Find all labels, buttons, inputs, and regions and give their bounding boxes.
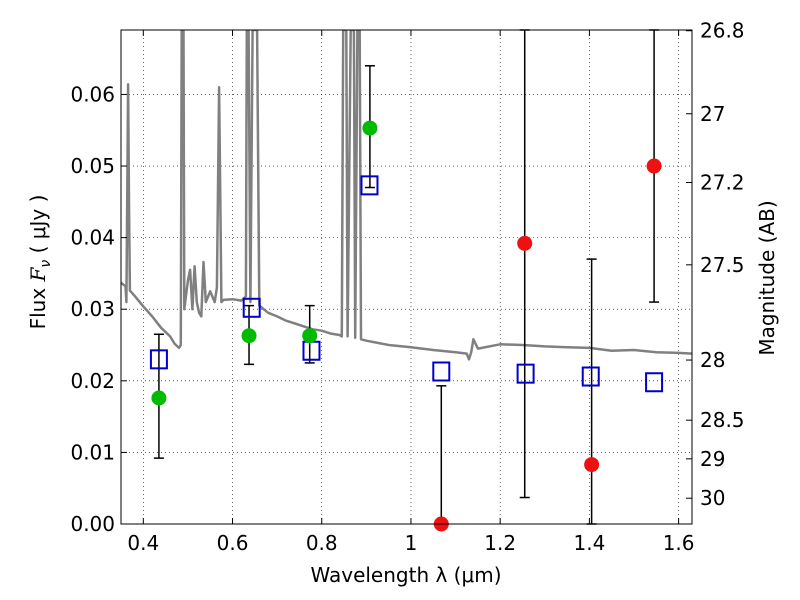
model-flux-square-marker <box>581 366 600 387</box>
y2-tick-label: 27.5 <box>700 253 745 277</box>
y2-tick-label: 26.8 <box>700 19 745 43</box>
y2-tick-label: 28 <box>700 348 725 372</box>
model-flux-square-marker <box>242 297 261 318</box>
x-tick-label: 0.8 <box>306 531 338 555</box>
y-tick-label: 0.01 <box>70 440 115 464</box>
x-tick-label: 1.2 <box>484 531 516 555</box>
x-tick-label: 1.6 <box>663 531 695 555</box>
y-tick-label: 0.00 <box>70 512 115 536</box>
y2-tick-label: 27 <box>700 102 725 126</box>
spectrum-line <box>121 30 692 361</box>
y-axis-title-subscript: ν <box>38 260 54 268</box>
x-tick-label: 1 <box>405 531 418 555</box>
y-axis-title-prefix: Flux <box>26 281 50 329</box>
y-tick-label: 0.06 <box>70 82 115 106</box>
model-flux-square-marker <box>516 363 535 384</box>
detection-circle-marker <box>302 328 318 344</box>
upper-limit-circle-marker <box>646 158 662 174</box>
plot-frame <box>120 29 693 525</box>
y2-tick-label: 29 <box>700 447 725 471</box>
y-tick-label: 0.02 <box>70 369 115 393</box>
plot-background <box>121 30 692 524</box>
axis-ticks: 0.4 0.6 0.8 1 1.2 1.4 1.6 0.00 0.01 0.02 0.03 0.04 0… <box>70 19 744 555</box>
model-flux-square-marker <box>149 349 168 370</box>
plot-area <box>121 30 692 361</box>
y-tick-label: 0.05 <box>70 154 115 178</box>
y-axis-title-unit: ( μJy ) <box>26 195 50 260</box>
model-flux-square-marker <box>645 372 664 393</box>
y2-axis-title: Magnitude (AB) <box>755 200 779 355</box>
detection-circle-marker <box>151 390 167 406</box>
y-axis-title-symbol: F <box>26 266 50 282</box>
x-tick-label: 0.6 <box>217 531 249 555</box>
y-tick-label: 0.03 <box>70 297 115 321</box>
detection-circle-marker <box>241 328 257 344</box>
y2-tick-label: 30 <box>700 486 725 510</box>
x-tick-label: 0.4 <box>127 531 159 555</box>
y-tick-label: 0.04 <box>70 226 115 250</box>
x-tick-label: 1.4 <box>573 531 605 555</box>
y2-tick-label: 28.5 <box>700 408 745 432</box>
marker-layer <box>149 29 664 532</box>
detection-circle-marker <box>362 120 378 136</box>
model-flux-square-marker <box>432 361 451 382</box>
x-axis-title: Wavelength λ (μm) <box>310 563 501 587</box>
upper-limit-circle-marker <box>517 235 533 251</box>
model-flux-square-marker <box>360 175 379 196</box>
upper-limit-circle-marker <box>584 457 600 473</box>
y-axis-title: Flux Fν ( μJy ) <box>26 195 54 330</box>
y2-tick-label: 27.2 <box>700 170 745 194</box>
